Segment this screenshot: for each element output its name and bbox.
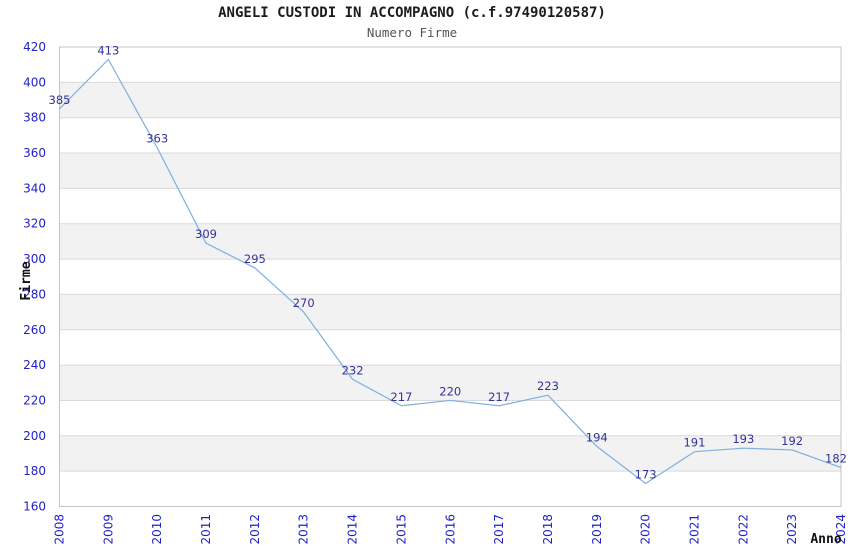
data-label: 385 [49,93,71,107]
data-label: 217 [488,390,510,404]
x-tick-label: 2017 [492,514,506,545]
y-tick-label: 320 [23,217,46,231]
data-label: 220 [439,384,461,398]
band [59,294,841,330]
y-tick-label: 200 [23,429,46,443]
x-tick-label: 2024 [834,514,848,545]
data-label: 270 [293,296,315,310]
band [59,153,841,189]
x-tick-label: 2010 [150,514,164,545]
x-axis-labels: 2008 2009 2010 2011 2012 2013 2014 2015 2016 2017… [53,514,849,545]
x-tick-label: 2013 [297,514,311,545]
band [59,223,841,260]
data-label: 217 [390,390,412,404]
data-label: 182 [825,452,847,466]
y-tick-label: 420 [23,40,46,54]
x-axis-title: Anno [810,532,841,547]
y-tick-label: 380 [23,111,46,125]
series-line [59,58,842,485]
plot-border [59,46,842,507]
x-tick-label: 2012 [248,514,262,545]
y-tick-label: 360 [23,146,46,160]
y-tick-label: 300 [23,252,46,266]
y-axis-title: Firme [19,261,34,300]
y-tick-label: 160 [23,500,46,514]
x-tick-label: 2014 [346,514,360,545]
y-tick-label: 280 [23,287,46,301]
y-tick-label: 340 [23,181,46,195]
x-tick-label: 2008 [53,514,67,545]
x-tick-label: 2015 [394,514,408,545]
x-tick-label: 2011 [199,514,213,545]
data-label: 363 [146,132,168,146]
x-tick-label: 2021 [687,514,701,545]
data-labels: 385 413 363 309 295 270 232 217 220 217 223 194 173 1… [49,43,847,481]
band [59,365,841,401]
data-label: 223 [537,379,559,393]
y-tick-label: 180 [23,464,46,478]
y-tick-label: 400 [23,75,46,89]
x-tick-label: 2023 [785,514,799,545]
y-tick-label: 240 [23,358,46,372]
data-label: 309 [195,227,217,241]
data-label: 295 [244,252,266,266]
data-label: 192 [781,434,803,448]
x-tick-label: 2009 [101,514,115,545]
y-tick-label: 260 [23,323,46,337]
x-tick-label: 2016 [443,514,457,545]
plot-bands [59,82,841,472]
data-label: 191 [683,436,705,450]
x-tick-label: 2020 [639,514,653,545]
chart-subtitle: Numero Firme [366,25,458,40]
y-tick-label: 220 [23,393,46,407]
data-label: 173 [635,468,657,482]
data-label: 193 [732,432,754,446]
chart-title: ANGELI CUSTODI IN ACCOMPAGNO (c.f.974901… [218,5,606,21]
x-tick-label: 2019 [590,514,604,545]
data-label: 194 [586,430,608,444]
data-label: 232 [342,363,364,377]
y-axis-labels: 160 180 200 220 240 260 280 300 320 340 360 380 400 4… [23,40,46,514]
x-tick-label: 2022 [736,514,750,545]
x-tick-label: 2018 [541,514,555,545]
chart-header: ANGELI CUSTODI IN ACCOMPAGNO (c.f.974901… [218,5,606,40]
data-label: 413 [97,43,119,57]
band [59,435,841,472]
band [59,82,841,118]
